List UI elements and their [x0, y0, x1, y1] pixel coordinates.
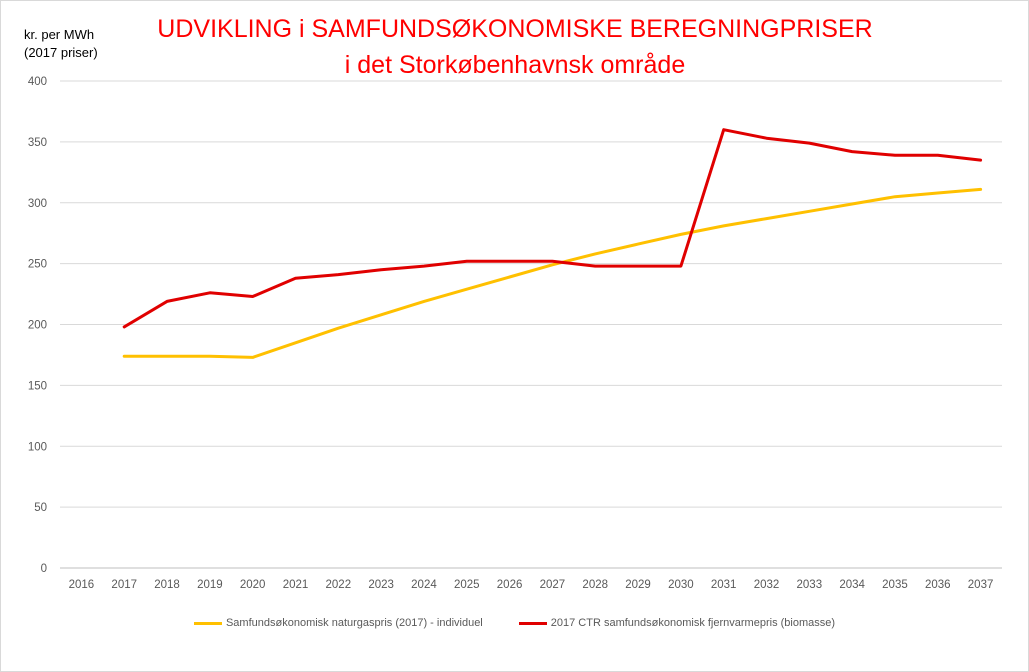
x-tick-label: 2016 [69, 579, 95, 591]
legend-label-fjernvarme: 2017 CTR samfundsøkonomisk fjernvarmepri… [550, 617, 836, 629]
chart-title: UDVIKLING i SAMFUNDSØKONOMISKE BEREGNING… [157, 15, 873, 43]
x-tick-label: 2017 [111, 579, 137, 591]
series-line-0 [122, 187, 983, 359]
y-axis-label: kr. per MWh [24, 27, 95, 42]
x-tick-label: 2035 [882, 579, 908, 591]
x-tick-label: 2028 [582, 579, 608, 591]
x-tick-label: 2036 [925, 579, 951, 591]
legend-label-naturgas: Samfundsøkonomisk naturgaspris (2017) - … [225, 617, 483, 629]
y-tick-label: 250 [28, 259, 47, 271]
chart-subtitle: i det Storkøbenhavnsk område [344, 51, 686, 79]
legend-swatch-fjernvarme [518, 621, 547, 625]
y-tick-label: 400 [28, 76, 47, 88]
series-line-1 [122, 128, 983, 329]
x-tick-label: 2034 [839, 579, 865, 591]
x-tick-label: 2020 [240, 579, 266, 591]
y-tick-label: 150 [28, 380, 47, 392]
x-tick-label: 2025 [454, 579, 480, 591]
x-tick-label: 2029 [625, 579, 651, 591]
x-tick-label: 2021 [283, 579, 309, 591]
legend-swatch-naturgas [193, 621, 222, 625]
y-tick-label: 300 [28, 198, 47, 210]
y-tick-label: 100 [28, 441, 47, 453]
x-tick-label: 2033 [797, 579, 823, 591]
legend-item-naturgas: Samfundsøkonomisk naturgaspris (2017) - … [193, 617, 483, 629]
legend: Samfundsøkonomisk naturgaspris (2017) - … [0, 617, 1029, 629]
x-tick-label: 2018 [154, 579, 180, 591]
y-tick-label: 200 [28, 320, 47, 332]
x-tick-label: 2031 [711, 579, 737, 591]
y-tick-label: 0 [41, 563, 47, 575]
x-tick-label: 2024 [411, 579, 437, 591]
legend-item-fjernvarme: 2017 CTR samfundsøkonomisk fjernvarmepri… [518, 617, 836, 629]
x-tick-label: 2027 [540, 579, 566, 591]
y-tick-label: 50 [34, 502, 47, 514]
x-tick-label: 2032 [754, 579, 780, 591]
x-tick-label: 2037 [968, 579, 994, 591]
x-tick-label: 2030 [668, 579, 694, 591]
x-tick-label: 2023 [368, 579, 394, 591]
y-tick-label: 350 [28, 137, 47, 149]
x-tick-label: 2026 [497, 579, 523, 591]
y-axis-unit: (2017 priser) [24, 45, 98, 60]
x-tick-label: 2019 [197, 579, 223, 591]
x-tick-label: 2022 [326, 579, 352, 591]
